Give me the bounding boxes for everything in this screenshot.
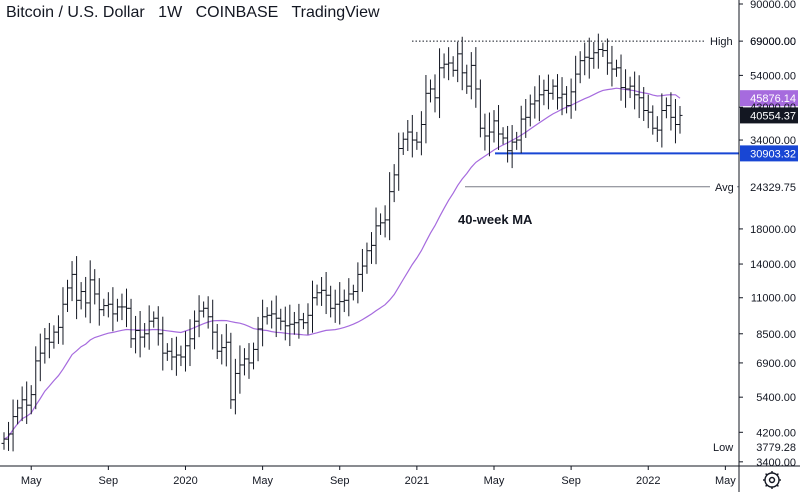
last-price-tag xyxy=(740,107,798,124)
time-tick-label: 2020 xyxy=(173,475,197,487)
time-tick-label: 2021 xyxy=(405,475,429,487)
last-price-value: 40554.37 xyxy=(750,110,796,122)
price-bars-layer xyxy=(1,33,683,452)
time-tick-label: Sep xyxy=(330,475,350,487)
high-value: 69000.00 xyxy=(750,36,796,48)
price-tick-label: 5400.00 xyxy=(756,392,796,404)
low-tag xyxy=(708,440,738,455)
time-tick-label: May xyxy=(21,475,42,487)
price-tick-label: 14000.00 xyxy=(750,259,796,271)
chart-title: Bitcoin / U.S. Dollar 1W COINBASE Tradin… xyxy=(6,4,389,22)
gear-icon-center xyxy=(768,476,776,484)
moving-average-layer xyxy=(3,87,681,440)
price-tick-label: 90000.00 xyxy=(750,0,796,11)
ma-value: 45876.14 xyxy=(750,93,796,105)
settings-button[interactable] xyxy=(763,471,781,489)
gear-teeth xyxy=(763,471,781,489)
symbol-name[interactable]: Bitcoin / U.S. Dollar xyxy=(6,4,145,21)
avg-value: 24329.75 xyxy=(750,182,796,194)
price-tick-label: 4200.00 xyxy=(756,427,796,439)
avg-label: Avg xyxy=(715,182,734,194)
low-label: Low xyxy=(713,442,733,454)
time-tick-label: Sep xyxy=(561,475,581,487)
reference-lines xyxy=(412,40,739,188)
price-tick-label: 34000.00 xyxy=(750,135,796,147)
price-tick-label: 8500.00 xyxy=(756,329,796,341)
price-axis[interactable]: 90000.00 69000.00 54000.00 43000.00 34000.00… xyxy=(738,0,796,492)
time-tick-label: May xyxy=(252,475,273,487)
price-tick-label: 43000.00 xyxy=(750,102,796,114)
support-value: 30903.32 xyxy=(750,148,796,160)
moving-average-line xyxy=(3,87,681,440)
low-value: 3779.28 xyxy=(756,442,796,454)
time-axis[interactable]: May Sep 2020 May Sep 2021 May Sep 2022 May xyxy=(0,465,800,487)
price-tick-label: 54000.00 xyxy=(750,70,796,82)
price-tick-label: 3400.00 xyxy=(756,457,796,469)
time-tick-label: May xyxy=(715,475,736,487)
price-tick-label: 18000.00 xyxy=(750,224,796,236)
time-tick-label: 2022 xyxy=(636,475,660,487)
ma-price-tag xyxy=(740,90,798,107)
platform-label: TradingView xyxy=(291,4,380,21)
time-tick-label: May xyxy=(484,475,505,487)
price-tick-label: 6900.00 xyxy=(756,358,796,370)
price-tick-label: 11000.00 xyxy=(751,293,796,305)
high-label: High xyxy=(710,36,733,48)
price-tick-label: 69000.00 xyxy=(750,36,796,48)
time-tick-label: Sep xyxy=(99,475,119,487)
interval-label[interactable]: 1W xyxy=(158,4,183,21)
avg-tag xyxy=(710,179,737,194)
exchange-label: COINBASE xyxy=(195,4,279,21)
ma-annotation: 40-week MA xyxy=(458,212,533,227)
support-price-tag xyxy=(740,145,798,162)
price-bar xyxy=(677,105,683,134)
